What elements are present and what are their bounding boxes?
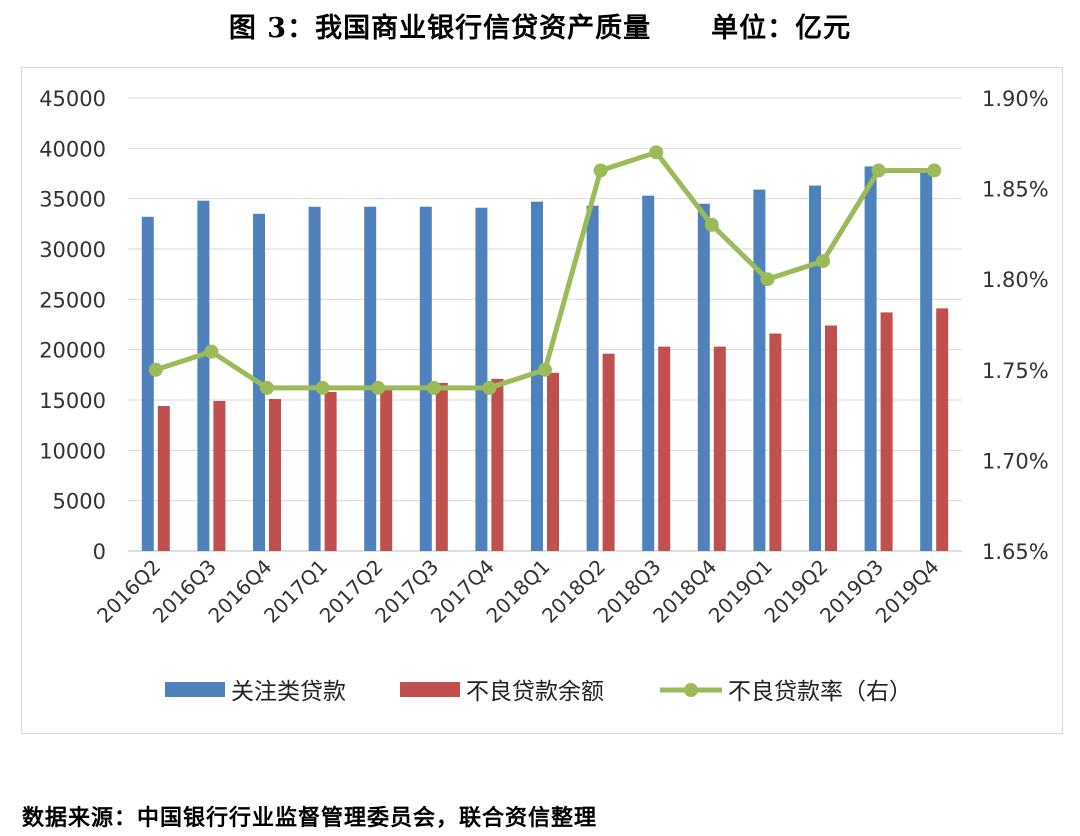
npl-rate-point: [816, 254, 830, 269]
left-tick-label: 10000: [39, 439, 106, 463]
bar-npl-balance: [547, 372, 559, 551]
bar-npl-balance: [880, 312, 893, 551]
right-tick-label: 1.90%: [982, 87, 1049, 111]
npl-rate-point: [538, 362, 552, 377]
x-axis-ticks: 2016Q22016Q32016Q42017Q12017Q22017Q32017…: [92, 555, 943, 628]
chart-frame: [21, 67, 1063, 734]
left-axis-ticks: 0 5000 10000 15000 20000 25000 30000 35000 40000…: [39, 87, 106, 564]
bar-npl-balance: [269, 398, 281, 551]
bars: [141, 166, 949, 552]
gridlines: [128, 97, 962, 552]
bar-npl-balance: [825, 325, 837, 551]
npl-rate-point: [871, 163, 886, 178]
right-tick-label: 1.75%: [982, 359, 1049, 383]
source-note: 数据来源：中国银行行业监督管理委员会，联合资信整理: [22, 805, 598, 831]
bar-watch-loans: [364, 206, 377, 551]
bar-npl-balance: [380, 389, 393, 551]
title-text: 图 3：我国商业银行信贷资产质量: [228, 13, 652, 44]
bar-watch-loans: [308, 206, 321, 551]
legend-label: 关注类贷款: [231, 679, 346, 705]
npl-rate-point: [426, 380, 441, 395]
left-tick-label: 45000: [39, 87, 106, 111]
npl-rate-point: [148, 362, 163, 377]
npl-rate-point: [593, 163, 608, 178]
bar-npl-balance: [324, 391, 337, 551]
legend-swatch: [400, 682, 460, 697]
npl-rate-point: [760, 272, 775, 287]
left-tick-label: 40000: [39, 137, 106, 161]
bar-watch-loans: [697, 203, 710, 551]
right-axis-ticks: 1.65% 1.70% 1.75% 1.80% 1.85% 1.90%: [982, 87, 1049, 564]
bar-npl-balance: [658, 346, 671, 551]
bar-npl-balance: [769, 333, 782, 551]
bar-watch-loans: [141, 216, 154, 551]
left-tick-label: 15000: [39, 389, 106, 413]
chart-title: 图 3：我国商业银行信贷资产质量 单位：亿元: [0, 6, 1080, 45]
left-tick-label: 35000: [39, 188, 106, 212]
bar-watch-loans: [197, 200, 210, 551]
npl-rate-point: [260, 380, 274, 395]
legend-swatch: [165, 682, 225, 697]
right-tick-label: 1.65%: [982, 540, 1049, 564]
legend: 关注类贷款 不良贷款余额 不良贷款率（右）: [165, 679, 912, 705]
bar-watch-loans: [920, 168, 933, 551]
left-tick-label: 30000: [39, 238, 106, 262]
bar-npl-balance: [713, 346, 726, 551]
unit-text: 单位：亿元: [711, 13, 852, 44]
bar-watch-loans: [642, 195, 655, 551]
bar-watch-loans: [586, 205, 599, 552]
npl-rate-point: [482, 380, 497, 395]
legend-label: 不良贷款余额: [466, 679, 604, 705]
bar-npl-balance: [213, 401, 226, 551]
left-tick-label: 0: [93, 540, 106, 564]
bar-npl-balance: [491, 378, 504, 551]
bar-watch-loans: [864, 166, 877, 551]
bar-watch-loans: [475, 207, 488, 551]
npl-rate-point: [704, 217, 719, 232]
bar-watch-loans: [809, 185, 821, 551]
legend-label: 不良贷款率（右）: [728, 679, 912, 705]
legend-marker: [684, 683, 698, 697]
bar-npl-balance: [936, 308, 949, 551]
left-tick-label: 25000: [39, 288, 106, 312]
bar-npl-balance: [435, 382, 448, 551]
left-tick-label: 5000: [53, 490, 106, 514]
right-tick-label: 1.85%: [982, 178, 1049, 202]
bar-npl-balance: [602, 353, 615, 551]
npl-rate-point: [315, 380, 330, 395]
npl-rate-point: [371, 380, 386, 395]
npl-rate-point: [649, 145, 664, 160]
bar-watch-loans: [419, 206, 432, 551]
bar-npl-balance: [157, 406, 170, 551]
npl-rate-point: [204, 344, 219, 359]
right-tick-label: 1.70%: [982, 449, 1049, 473]
left-tick-label: 20000: [39, 339, 106, 363]
right-tick-label: 1.80%: [982, 268, 1049, 292]
bar-watch-loans: [531, 201, 543, 552]
npl-rate-point: [927, 163, 942, 178]
rate-line: [148, 145, 942, 395]
bar-watch-loans: [753, 189, 766, 551]
